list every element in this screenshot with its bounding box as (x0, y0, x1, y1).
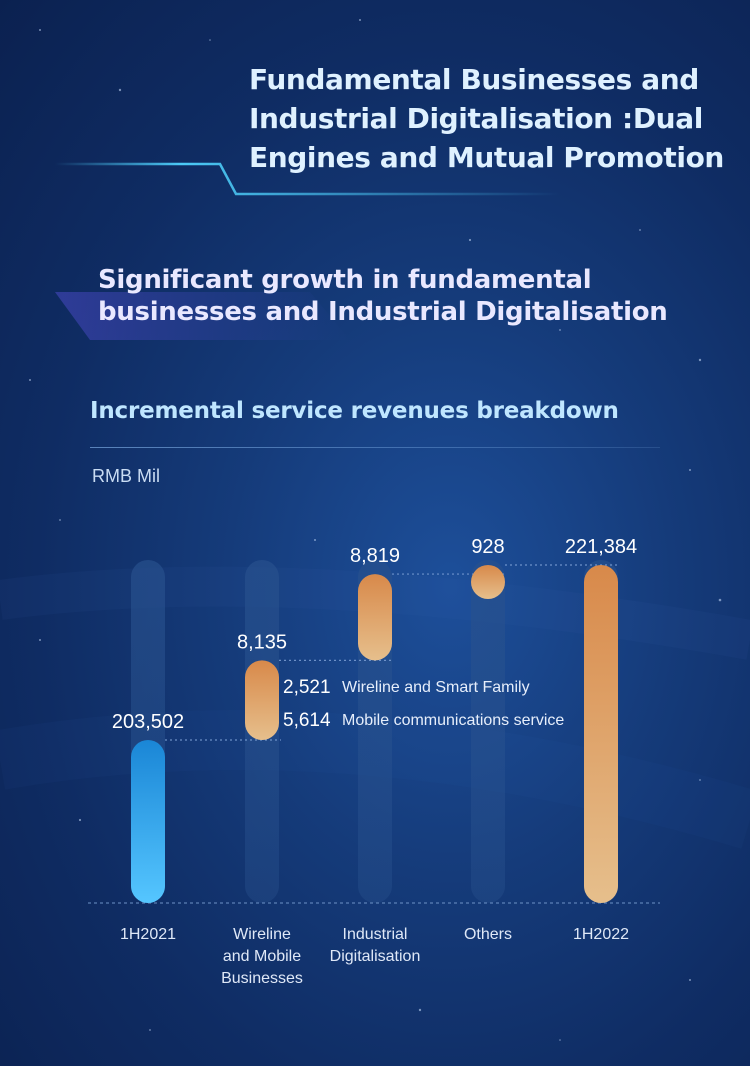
bar-3 (358, 574, 392, 661)
chart-section-title: Incremental service revenues breakdown (90, 398, 619, 424)
category-label-line: Wireline (233, 926, 291, 943)
bar-5 (584, 565, 618, 903)
subtitle: Significant growth in fundamental busine… (98, 264, 738, 328)
title-line-3: Engines and Mutual Promotion (249, 141, 724, 174)
bar-2 (245, 660, 279, 740)
subtitle-line-1: Significant growth in fundamental (98, 265, 592, 295)
bar-1 (131, 740, 165, 903)
category-label-line: Industrial (343, 926, 408, 943)
category-label-line: Others (464, 926, 512, 943)
subtitle-line-2: businesses and Industrial Digitalisation (98, 297, 668, 327)
category-label-line: 1H2022 (573, 926, 629, 943)
category-label-line: Businesses (221, 970, 303, 987)
title-line-2: Industrial Digitalisation :Dual (249, 102, 703, 135)
value-label-5: 221,384 (565, 536, 637, 558)
page-title: Fundamental Businesses and Industrial Di… (249, 60, 729, 177)
category-label-4: Others (464, 926, 512, 943)
value-label-4: 928 (471, 536, 504, 558)
category-label-line: and Mobile (223, 948, 301, 965)
breakdown-label-2: Mobile communications service (342, 712, 564, 729)
unit-label: RMB Mil (92, 466, 160, 486)
value-label-2: 8,135 (237, 631, 287, 653)
value-label-1: 203,502 (112, 711, 184, 733)
category-label-5: 1H2022 (573, 926, 629, 943)
category-label-3: Industrial Digitalisation (330, 926, 421, 965)
category-label-1: 1H2021 (120, 926, 176, 943)
category-label-line: 1H2021 (120, 926, 176, 943)
value-label-3: 8,819 (350, 545, 400, 567)
category-label-2: Wireline and Mobile Businesses (221, 926, 303, 987)
bar-4 (471, 565, 505, 599)
bar-track (471, 560, 505, 903)
category-label-line: Digitalisation (330, 948, 421, 965)
breakdown-value-2: 5,614 (283, 710, 331, 731)
breakdown-label-1: Wireline and Smart Family (342, 679, 530, 696)
section-divider (90, 447, 660, 448)
breakdown-value-1: 2,521 (283, 677, 331, 698)
title-line-1: Fundamental Businesses and (249, 63, 699, 96)
